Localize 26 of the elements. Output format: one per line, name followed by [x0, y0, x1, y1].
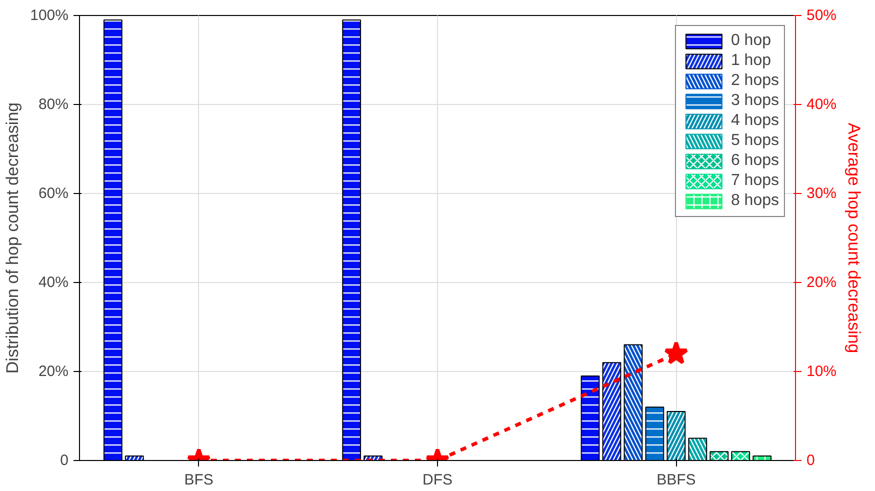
legend-label: 5 hops: [730, 131, 779, 151]
y2-tick-label: 10%: [806, 363, 837, 380]
y2-tick-label: 40%: [806, 96, 837, 113]
x-tick-label: BBFS: [656, 472, 696, 488]
legend-label: 8 hops: [730, 191, 779, 211]
y2-axis-title: Average hop count decreasing: [844, 122, 864, 354]
legend-label: 3 hops: [730, 91, 779, 111]
y-tick-label: 80%: [38, 96, 69, 113]
x-tick-label: BFS: [184, 472, 214, 488]
y2-tick-label: 20%: [806, 274, 837, 291]
y-axis-title: Distribution of hop count decreasing: [3, 102, 22, 374]
legend-label: 7 hops: [730, 171, 779, 191]
legend-label: 2 hops: [730, 71, 779, 91]
legend-label: 6 hops: [730, 151, 779, 171]
legend-label: 1 hop: [730, 51, 771, 71]
y-tick-label: 40%: [38, 274, 69, 291]
y-tick-label: 20%: [38, 363, 69, 380]
y-tick-label: 0: [60, 452, 68, 469]
y-tick-label: 100%: [30, 7, 69, 24]
legend-label: 4 hops: [730, 111, 779, 131]
legend-label: 0 hop: [730, 31, 771, 51]
x-tick-label: DFS: [422, 472, 452, 488]
y2-tick-label: 30%: [806, 185, 837, 202]
y2-tick-label: 0: [806, 452, 815, 469]
y-tick-label: 60%: [38, 185, 69, 202]
y2-tick-label: 50%: [806, 7, 837, 24]
